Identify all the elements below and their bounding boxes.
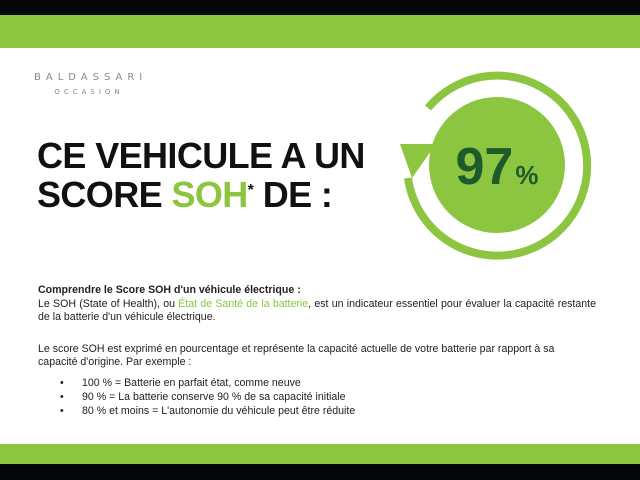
p1-after: , est un indicateur essentiel pour évalu…: [38, 297, 596, 324]
title-line1: CE VEHICULE A UN: [37, 135, 365, 176]
score-gauge: 97%: [400, 71, 592, 260]
logo-line2: OCCASION: [54, 88, 124, 96]
ring-arc: [404, 71, 592, 260]
score-unit: %: [515, 160, 538, 190]
paragraph-1: Le SOH (State of Health), ou État de San…: [38, 298, 596, 325]
p1-highlight: État de Santé de la batterie: [178, 297, 309, 310]
list-item: 80 % et moins = L'autonomie du véhicule …: [60, 404, 596, 418]
logo-line1: BALDASSARI: [34, 72, 148, 83]
score-value: 97: [456, 138, 514, 196]
score-text: 97%: [456, 138, 539, 196]
title-highlight: SOH: [171, 174, 248, 215]
page-title: CE VEHICULE A UN SCORE SOH* DE :: [37, 136, 365, 214]
explanation-heading: Comprendre le Score SOH d'un véhicule él…: [38, 284, 301, 296]
title-line2: SCORE SOH* DE :: [37, 175, 365, 214]
asterisk: *: [247, 182, 254, 199]
paragraph-2: Le score SOH est exprimé en pourcentage …: [38, 342, 555, 369]
brand-logo: BALDASSARI OCCASION: [34, 72, 144, 98]
bottom-green-band: [0, 444, 640, 464]
score-circle: [429, 97, 565, 233]
list-item: 90 % = La batterie conserve 90 % de sa c…: [60, 390, 596, 404]
explanation: Comprendre le Score SOH d'un véhicule él…: [38, 284, 596, 418]
example-list: 100 % = Batterie en parfait état, comme …: [38, 376, 596, 418]
arrow-head: [400, 144, 436, 178]
circular-arrow-icon: [400, 71, 592, 260]
top-black-bar: [0, 0, 640, 15]
list-item: 100 % = Batterie en parfait état, comme …: [60, 376, 596, 390]
p1-before: Le SOH (State of Health), ou: [38, 297, 179, 310]
top-green-band: [0, 15, 640, 48]
title-suffix: DE :: [253, 174, 333, 215]
bottom-black-bar: [0, 464, 640, 480]
title-prefix: SCORE: [37, 174, 172, 215]
